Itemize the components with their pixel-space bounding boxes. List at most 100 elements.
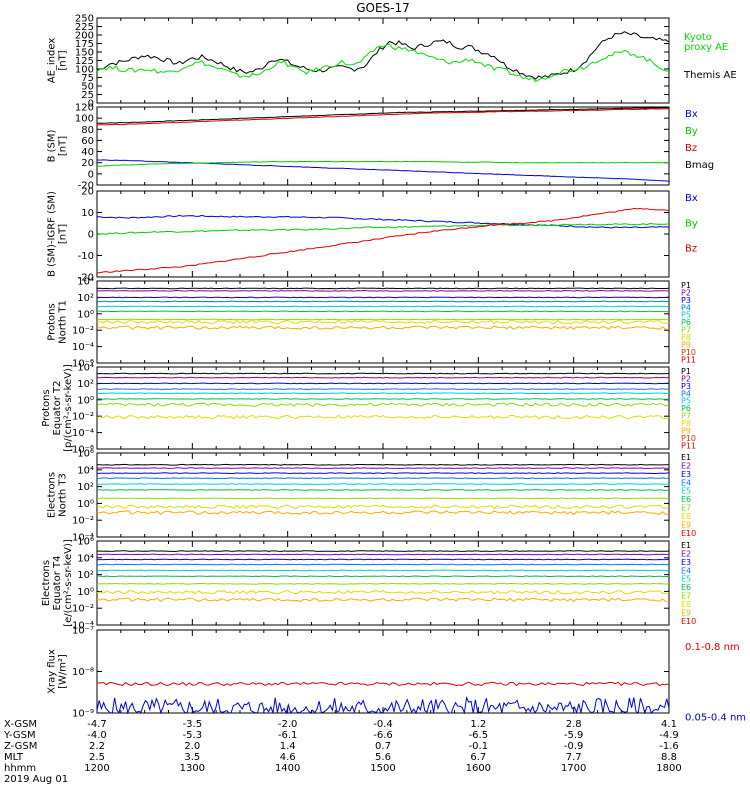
panel-3-channel-4 xyxy=(96,305,670,308)
panel-6-channel-label: E7 xyxy=(681,592,691,601)
panel-2-ytick-label: 20 xyxy=(81,187,94,198)
bottom-row-value: 1800 xyxy=(656,763,681,774)
bottom-row-value: -0.4 xyxy=(373,719,393,730)
bottom-row-value: -2.0 xyxy=(278,719,298,730)
panel-5-channel-label: E4 xyxy=(681,478,691,487)
panel-4-channel-2 xyxy=(96,382,670,385)
bottom-row-value: 0.7 xyxy=(375,741,391,752)
panel-3-channel-5 xyxy=(97,310,670,313)
bottom-row-value: -6.6 xyxy=(373,730,393,741)
bottom-row-value: 4.6 xyxy=(280,752,296,763)
chart-title: GOES-17 xyxy=(356,1,410,15)
bottom-row-value: 4.1 xyxy=(661,719,677,730)
panel-6-ytick-label: 10⁻⁴ xyxy=(72,621,94,632)
panel-0-ylabel-line: [nT] xyxy=(58,50,69,70)
panel-4-ylabel-line: Equator T2 xyxy=(52,381,63,436)
panel-3-channel-label: P9 xyxy=(681,340,691,349)
panel-0-legend-item: Themis AE xyxy=(683,70,737,81)
panel-1-legend-item: Bx xyxy=(685,109,698,120)
bottom-row-label: hhmm xyxy=(4,763,36,774)
panel-2-ytick-label: -20 xyxy=(78,273,94,284)
bottom-row-value: 1400 xyxy=(275,763,300,774)
panel-1-legend-item: Bz xyxy=(685,143,697,154)
bottom-row-value: 1300 xyxy=(180,763,205,774)
panel-6-channel-label: E3 xyxy=(681,558,691,567)
panel-0-series-0 xyxy=(96,31,670,80)
panel-6-channel-label: E2 xyxy=(681,549,691,558)
panel-5-channel-1 xyxy=(96,467,670,470)
panel-6-ytick-label: 10² xyxy=(77,570,94,581)
panel-1-frame xyxy=(96,106,670,186)
panel-6-ytick-label: 10⁶ xyxy=(77,537,94,548)
panel-4-channel-label: P7 xyxy=(681,412,691,421)
panel-1-series-3 xyxy=(96,160,670,167)
panel-3-channel-8 xyxy=(96,325,669,331)
panel-2-ylabel-line: B (SM)-IGRF (SM) xyxy=(47,191,58,277)
panel-6-ylabel-line: Electrons xyxy=(41,560,52,606)
panel-4-ylabel: Protons Equator T2 [p/(cm²-s-sr-keV)] xyxy=(41,364,74,452)
panel-6-channel-7 xyxy=(96,589,670,595)
panel-0-ytick-label: 75 xyxy=(81,73,94,84)
panel-1-ylabel-line: [nT] xyxy=(58,136,69,156)
panel-6-channel-4 xyxy=(96,569,670,572)
bottom-row-value: 1200 xyxy=(84,763,109,774)
panel-5-frame xyxy=(96,452,670,538)
panel-3-ytick-label: 10² xyxy=(77,293,94,304)
panel-3-channel-6 xyxy=(96,318,670,321)
bottom-row-label: Y-GSM xyxy=(3,730,36,741)
panel-3-channel-label: P3 xyxy=(681,296,691,305)
panel-3-channel-label: P6 xyxy=(681,318,691,327)
bottom-row-value: -4.9 xyxy=(659,730,679,741)
panel-5-ytick-label: 10⁴ xyxy=(77,465,94,476)
bottom-row-value: 1500 xyxy=(370,763,395,774)
panel-3-ylabel: Protons North T1 xyxy=(47,300,69,344)
panel-7-legend-item: 0.05-0.4 nm xyxy=(685,713,746,724)
panel-1-ytick-label: 60 xyxy=(81,136,94,147)
panel-0-ytick-label: 175 xyxy=(75,39,94,50)
panel-p_t1: Protons North T1 10⁻⁶ 10⁻⁴ 10⁻² 10⁰ 10² 10⁴ P1P2… xyxy=(47,277,697,370)
panel-2-legend-item: By xyxy=(685,218,698,229)
panel-5-ytick-label: 10⁰ xyxy=(77,499,94,510)
panel-5-ytick-label: 10² xyxy=(77,482,94,493)
panel-3-channel-label: P2 xyxy=(681,288,691,297)
panel-4-channel-label: P9 xyxy=(681,426,691,435)
panel-5-channel-label: E10 xyxy=(681,529,696,538)
panel-7-ylabel: Xray flux [W/m²] xyxy=(47,649,69,694)
panel-5-channel-label: E1 xyxy=(681,453,691,462)
panel-1-ytick-label: 100 xyxy=(75,114,94,125)
panel-0-ylabel-line: AE_index xyxy=(47,38,58,84)
panel-7-ytick-label: 10⁻⁹ xyxy=(72,709,94,720)
bottom-row-value: -0.9 xyxy=(564,741,584,752)
panel-6-ylabel-line: Equator T4 xyxy=(52,556,63,611)
panel-4-channel-label: P11 xyxy=(681,441,696,450)
panel-3-ylabel-line: North T1 xyxy=(58,300,69,344)
bottom-row-value: 8.8 xyxy=(661,752,677,763)
panel-4-channel-4 xyxy=(96,392,669,395)
panel-6-channel-8 xyxy=(96,597,669,603)
panel-5-ylabel-line: North T3 xyxy=(58,473,69,517)
panel-6-channel-label: E5 xyxy=(681,575,691,584)
panel-6-channel-1 xyxy=(96,553,670,556)
bottom-row-value: 7.7 xyxy=(566,752,582,763)
panel-1-ylabel-line: B (SM) xyxy=(47,129,58,162)
panel-1-ylabel: B (SM) [nT] xyxy=(47,129,69,162)
panel-3-ytick-label: 10⁰ xyxy=(77,309,94,320)
bottom-row-value: 1.2 xyxy=(470,719,486,730)
panel-0-legend-item: Kyoto xyxy=(684,32,712,43)
panel-3-channel-label: P5 xyxy=(681,311,691,320)
panel-5-channel-2 xyxy=(96,472,670,475)
bottom-row-label: X-GSM xyxy=(4,719,37,730)
panel-0-ytick-label: 100 xyxy=(75,65,94,76)
panel-4-ytick-label: 10⁰ xyxy=(77,395,94,406)
panel-6-channel-label: E10 xyxy=(681,617,696,626)
panel-0-ytick-label: 25 xyxy=(81,90,94,101)
panel-1-ytick-label: 20 xyxy=(81,158,94,169)
panel-6-channel-label: E8 xyxy=(681,600,691,609)
panel-bigrf: B (SM)-IGRF (SM) [nT] -20 -10 0 10 20 Bx By Bz xyxy=(47,187,698,284)
panel-3-channel-0 xyxy=(96,287,670,290)
bottom-row-value: 1600 xyxy=(466,763,491,774)
panel-7-ylabel-line: Xray flux xyxy=(47,649,58,694)
panel-5-channel-4 xyxy=(96,483,670,485)
panel-p_t2: Protons Equator T2 [p/(cm²-s-sr-keV)]10⁻⁶ 1… xyxy=(41,363,696,456)
